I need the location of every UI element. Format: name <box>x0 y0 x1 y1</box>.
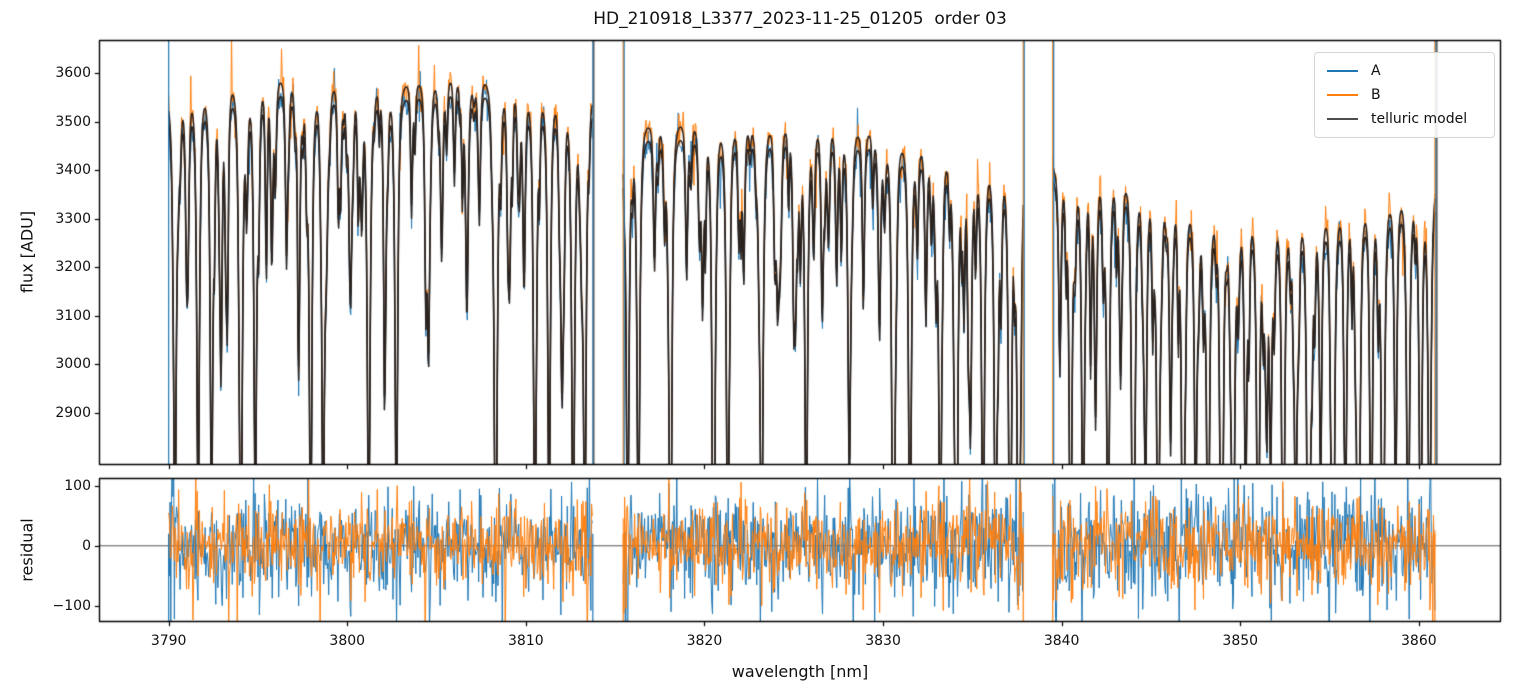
legend-line-b <box>1327 94 1358 96</box>
residual-axis-label: residual <box>17 518 37 582</box>
y-tick-label-residual: −100 <box>52 597 91 614</box>
legend-entry-a: A <box>1327 61 1482 81</box>
x-tick-label: 3850 <box>1222 633 1259 649</box>
y-tick-label-flux: 2900 <box>55 405 91 422</box>
y-tick-label-flux: 3600 <box>55 65 91 82</box>
y-tick-label-flux: 3500 <box>55 113 91 130</box>
chart-title: HD_210918_L3377_2023-11-25_01205 order 0… <box>593 9 1007 29</box>
x-tick-label: 3800 <box>329 633 366 649</box>
y-tick-label-residual: 0 <box>82 537 91 554</box>
flux-axis-label: flux [ADU] <box>17 210 37 294</box>
wavelength-axis-label: wavelength [nm] <box>731 662 869 681</box>
legend-entry-b: B <box>1327 85 1482 105</box>
legend: A B telluric model <box>1314 52 1495 138</box>
y-tick-label-flux: 3200 <box>55 259 91 276</box>
legend-label-b: B <box>1371 87 1381 103</box>
y-tick-label-flux: 3100 <box>55 307 91 324</box>
x-tick-label: 3820 <box>686 633 723 649</box>
x-tick-label: 3860 <box>1401 633 1437 649</box>
y-tick-label-residual: 100 <box>64 477 91 494</box>
legend-label-a: A <box>1371 63 1381 79</box>
x-tick-label: 3790 <box>150 633 187 649</box>
x-tick-label: 3830 <box>865 633 901 649</box>
y-tick-label-flux: 3300 <box>55 210 91 227</box>
y-tick-label-flux: 3400 <box>55 162 91 179</box>
legend-line-telluric <box>1327 118 1358 120</box>
y-tick-label-flux: 3000 <box>55 356 91 373</box>
x-tick-label: 3840 <box>1043 633 1080 649</box>
legend-line-a <box>1327 70 1358 72</box>
x-tick-label: 3810 <box>508 633 544 649</box>
legend-entry-telluric: telluric model <box>1327 109 1482 129</box>
legend-label-telluric: telluric model <box>1371 111 1468 127</box>
